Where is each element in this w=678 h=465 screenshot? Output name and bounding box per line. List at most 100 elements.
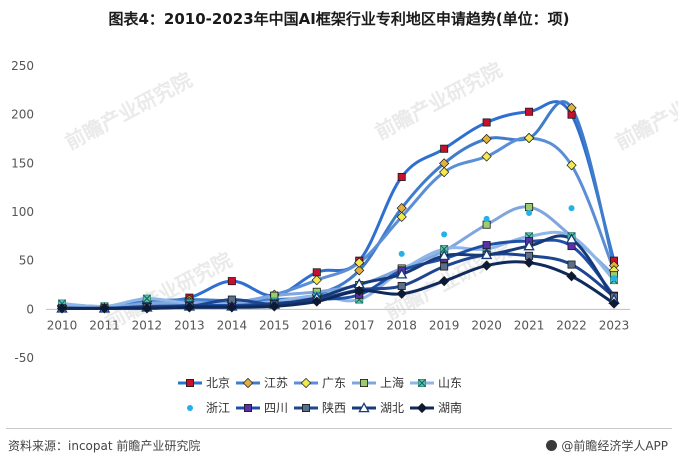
y-tick-label: -50 bbox=[14, 351, 34, 365]
y-tick-label: 200 bbox=[11, 108, 34, 122]
data-point-湖南-2021 bbox=[523, 257, 535, 268]
data-point-湖北-2022 bbox=[565, 233, 578, 244]
watermark-text: 前瞻产业研究院 bbox=[61, 67, 196, 154]
x-tick-label: 2021 bbox=[514, 318, 545, 332]
x-tick-label: 2013 bbox=[174, 318, 205, 332]
series-line-广东 bbox=[61, 136, 616, 310]
data-point-湖北-2021 bbox=[523, 240, 535, 251]
data-point-四川-2020 bbox=[482, 241, 491, 250]
data-point-浙江-2020 bbox=[483, 215, 490, 222]
data-point-湖南-2010 bbox=[56, 303, 68, 314]
x-tick-label: 2012 bbox=[132, 318, 163, 332]
legend-label: 四川 bbox=[264, 401, 288, 415]
legend-swatch-marker bbox=[358, 402, 370, 413]
chart-title: 图表4：2010-2023年中国AI框架行业专利地区申请趋势(单位：项) bbox=[108, 10, 570, 28]
data-point-浙江-2023 bbox=[611, 275, 617, 282]
legend-swatch-marker bbox=[243, 403, 252, 412]
legend-swatch-marker bbox=[300, 377, 312, 389]
brand-credit: @前瞻经济学人APP bbox=[546, 437, 668, 454]
data-point-上海-2020 bbox=[482, 220, 491, 229]
source-note: 资料来源：incopat 前瞻产业研究院 bbox=[8, 439, 201, 453]
data-point-湖南-2023 bbox=[608, 298, 620, 309]
x-tick-label: 2015 bbox=[259, 318, 290, 332]
x-axis: 2010 2011 2012 2013 2014 2015 2016 2017 2018 2019… bbox=[47, 318, 630, 332]
legend-item-湖北: 湖北 bbox=[352, 400, 404, 415]
y-tick-label: 0 bbox=[26, 302, 34, 316]
marker-cross bbox=[418, 379, 426, 387]
data-point-湖南-2016 bbox=[311, 296, 322, 307]
x-tick-label: 2018 bbox=[386, 318, 417, 332]
data-point-广东-2017 bbox=[354, 257, 365, 268]
data-point-湖南-2011 bbox=[99, 303, 110, 314]
data-point-湖南-2015 bbox=[269, 301, 280, 312]
brand-logo-icon bbox=[546, 440, 558, 451]
brand-credit-text: @前瞻经济学人APP bbox=[561, 439, 668, 453]
legend-label: 上海 bbox=[380, 375, 404, 390]
footer: 资料来源：incopat 前瞻产业研究院 @前瞻经济学人APP bbox=[6, 428, 672, 459]
data-point-湖北-2019 bbox=[438, 249, 450, 261]
data-point-广东-2018 bbox=[396, 211, 407, 222]
watermark-text: 前瞻产业研究院 bbox=[611, 67, 678, 154]
legend-label: 陕西 bbox=[322, 400, 346, 415]
data-point-山东-2012 bbox=[142, 294, 151, 303]
data-point-浙江-2019 bbox=[441, 231, 448, 238]
data-point-北京-2019 bbox=[440, 144, 449, 153]
data-point-北京-2021 bbox=[525, 107, 534, 116]
legend-label: 北京 bbox=[206, 376, 230, 390]
legend-label: 湖北 bbox=[380, 400, 404, 415]
series-markers bbox=[56, 102, 620, 314]
y-tick-label: 50 bbox=[19, 254, 34, 268]
data-point-江苏-2022 bbox=[566, 102, 577, 113]
x-tick-label: 2017 bbox=[344, 318, 375, 332]
data-point-陕西-2018 bbox=[397, 281, 406, 290]
legend-swatch-marker bbox=[187, 405, 193, 411]
data-point-北京-2020 bbox=[482, 118, 491, 127]
data-point-湖北-2020 bbox=[480, 248, 493, 260]
data-point-陕西-2019 bbox=[440, 262, 449, 271]
data-point-湖南-2018 bbox=[396, 288, 407, 299]
y-tick-label: 150 bbox=[11, 156, 34, 170]
data-point-江苏-2017 bbox=[354, 265, 365, 276]
legend-item-江苏: 江苏 bbox=[236, 376, 288, 390]
marker-cross bbox=[440, 245, 449, 253]
data-point-江苏-2020 bbox=[481, 133, 492, 145]
data-point-陕西-2022 bbox=[567, 260, 576, 269]
legend-label: 江苏 bbox=[264, 376, 288, 390]
data-point-湖南-2014 bbox=[226, 302, 237, 313]
x-tick-label: 2011 bbox=[89, 318, 120, 332]
x-tick-label: 2016 bbox=[301, 318, 332, 332]
data-point-四川-2022 bbox=[567, 242, 576, 251]
legend-swatch-marker bbox=[417, 378, 426, 387]
legend-item-上海: 上海 bbox=[352, 375, 404, 390]
x-tick-label: 2010 bbox=[47, 318, 78, 332]
x-tick-label: 2014 bbox=[217, 318, 248, 332]
data-point-湖南-2017 bbox=[354, 285, 365, 296]
x-tick-label: 2022 bbox=[556, 318, 587, 332]
legend-swatch-marker bbox=[301, 403, 310, 412]
legend-label: 广东 bbox=[322, 376, 346, 390]
legend-swatch-marker bbox=[359, 378, 368, 387]
legend-item-广东: 广东 bbox=[294, 376, 346, 390]
legend-item-湖南: 湖南 bbox=[410, 400, 462, 415]
legend-item-山东: 山东 bbox=[410, 376, 462, 390]
data-point-浙江-2022 bbox=[568, 205, 575, 212]
y-tick-label: 250 bbox=[11, 59, 34, 73]
data-point-湖南-2013 bbox=[184, 302, 195, 313]
data-point-广东-2019 bbox=[439, 166, 450, 178]
data-point-广东-2016 bbox=[311, 275, 322, 286]
data-point-广东-2022 bbox=[566, 160, 577, 171]
data-point-湖南-2022 bbox=[566, 271, 577, 282]
data-point-湖南-2019 bbox=[439, 276, 450, 287]
legend-swatch-marker bbox=[185, 378, 194, 387]
legend-item-北京: 北京 bbox=[178, 376, 230, 390]
legend-label: 山东 bbox=[438, 376, 462, 390]
y-tick-label: 100 bbox=[11, 205, 34, 219]
data-point-湖北-2018 bbox=[395, 268, 408, 279]
legend-swatch-marker bbox=[242, 377, 254, 389]
data-point-北京-2014 bbox=[227, 277, 236, 286]
x-tick-label: 2020 bbox=[471, 318, 502, 332]
data-point-广东-2021 bbox=[523, 132, 535, 144]
legend-item-陕西: 陕西 bbox=[294, 400, 346, 415]
watermark-text: 前瞻产业研究院 bbox=[371, 57, 506, 144]
